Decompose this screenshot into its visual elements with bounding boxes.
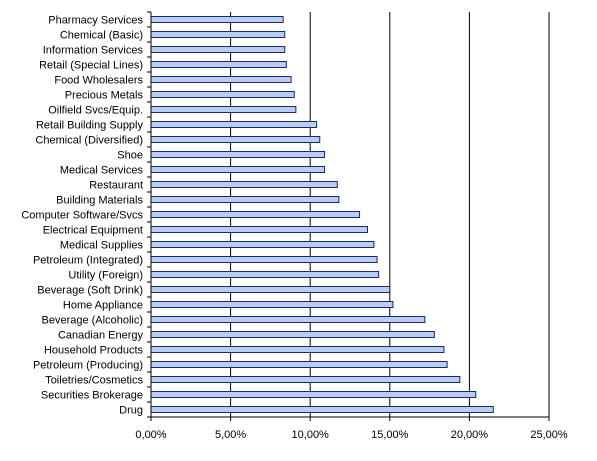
bar [150,181,338,188]
category-label: Oilfield Svcs/Equip. [48,105,143,117]
bar [150,361,448,368]
bar [150,376,461,383]
category-label: Utility (Foreign) [68,270,143,282]
bar [150,121,318,128]
category-label: Retail Building Supply [36,120,144,132]
bar [150,91,295,98]
bar [150,406,494,413]
x-tick-label: 15,00% [371,429,409,441]
category-label: Electrical Equipment [43,225,143,237]
category-label: Canadian Energy [58,330,144,342]
bar [150,346,445,353]
x-tick-label: 5,00% [215,429,246,441]
bar [150,241,375,248]
category-label: Pharmacy Services [48,15,143,27]
bar [150,136,321,143]
bar [150,226,369,233]
x-tick-label: 20,00% [451,429,489,441]
category-label: Building Materials [56,195,143,207]
category-label: Medical Supplies [60,240,144,252]
category-label: Retail (Special Lines) [39,60,143,72]
category-label: Food Wholesalers [54,75,143,87]
bar [150,316,426,323]
bar [150,16,284,23]
x-tick-label: 25,00% [530,429,568,441]
bar [150,151,326,158]
bar [150,196,340,203]
category-label: Restaurant [89,180,143,192]
bar [150,106,297,113]
category-label: Computer Software/Svcs [21,210,143,222]
bar [150,61,287,68]
category-label: Information Services [43,45,144,57]
category-label: Chemical (Diversified) [35,135,143,147]
x-tick-label: 0,00% [135,429,166,441]
bar [150,46,286,53]
category-label: Petroleum (Producing) [33,360,143,372]
bar [150,166,326,173]
bar [150,76,292,83]
category-label: Securities Brokerage [41,390,143,402]
category-label: Toiletries/Cosmetics [45,375,143,387]
category-label: Shoe [117,150,143,162]
bar [150,211,361,218]
bar [150,331,435,338]
category-label: Beverage (Soft Drink) [37,285,143,297]
bar [150,286,391,293]
category-label: Drug [119,405,143,417]
x-tick-label: 10,00% [292,429,330,441]
bar [150,271,380,278]
bar [150,391,477,398]
category-label: Petroleum (Integrated) [33,255,143,267]
bar [150,31,286,38]
category-label: Medical Services [60,165,144,177]
category-label: Home Appliance [63,300,143,312]
bar [150,301,394,308]
category-label: Chemical (Basic) [60,30,143,42]
category-label: Household Products [44,345,144,357]
bar [150,256,378,263]
category-label: Beverage (Alcoholic) [42,315,144,327]
category-label: Precious Metals [65,90,144,102]
